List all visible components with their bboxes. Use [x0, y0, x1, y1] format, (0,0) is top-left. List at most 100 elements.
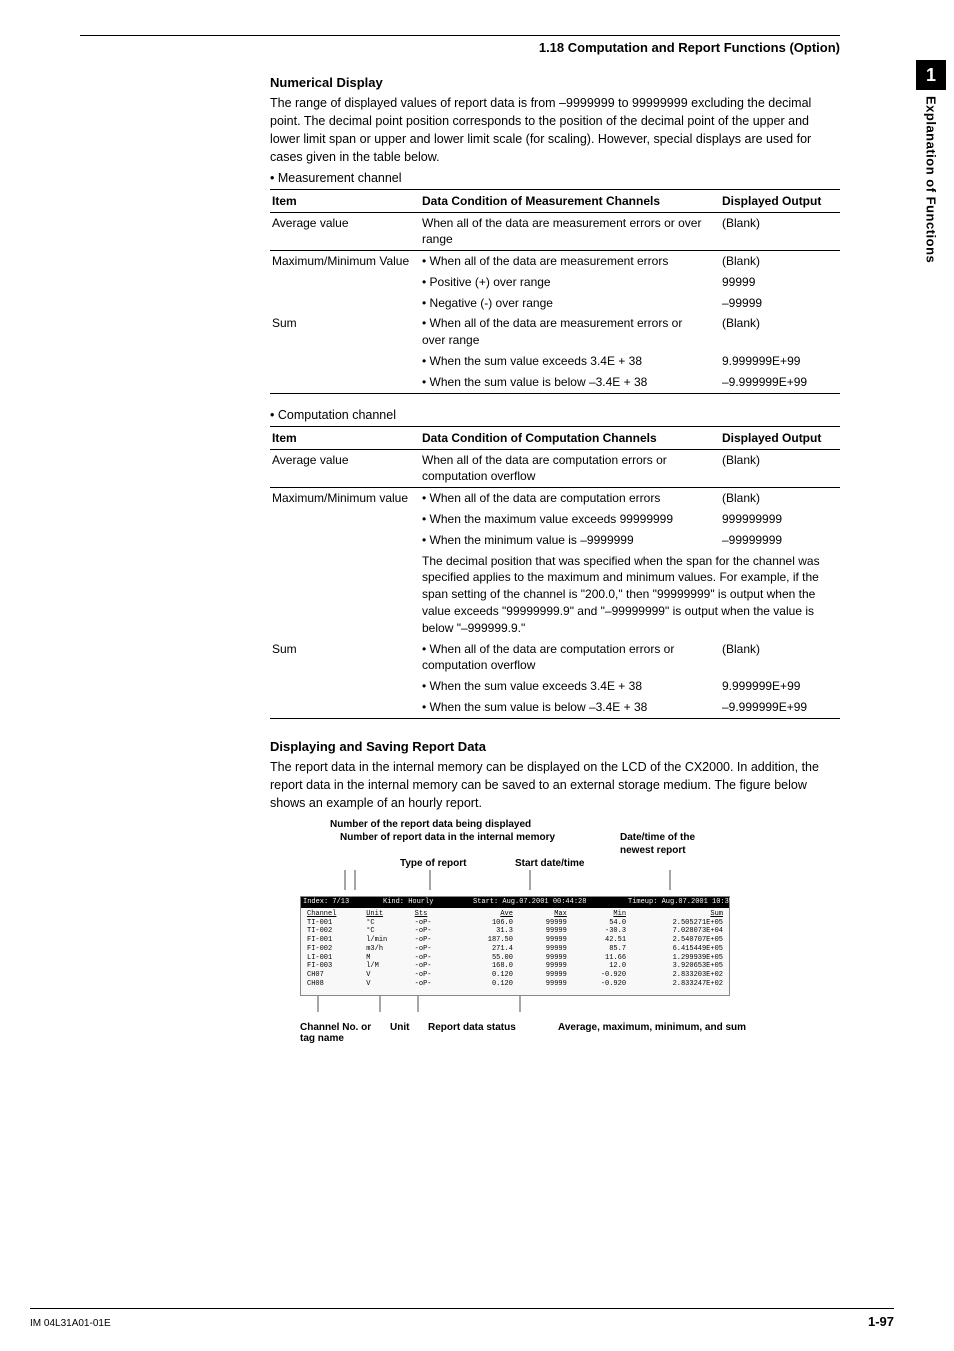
rh-kind: Kind: Hourly — [383, 898, 473, 907]
report-cell: 7.028073E+04 — [628, 927, 725, 936]
report-col-header: Sum — [628, 910, 725, 919]
footer-doc-id: IM 04L31A01-01E — [30, 1318, 111, 1329]
table-cell: When all of the data are computation err… — [420, 449, 720, 488]
report-cell: V — [364, 971, 412, 980]
table-cell — [270, 293, 420, 314]
report-cell: FI-002 — [305, 945, 364, 954]
table-cell: Maximum/Minimum Value — [270, 251, 420, 272]
report-cell: 54.0 — [569, 919, 628, 928]
report-cell: °C — [364, 927, 412, 936]
table-cell: (Blank) — [720, 639, 840, 677]
para-displaying: The report data in the internal memory c… — [270, 758, 840, 812]
table-row: Maximum/Minimum value• When all of the d… — [270, 488, 840, 509]
report-cell: 99999 — [515, 919, 569, 928]
report-cell: 31.3 — [450, 927, 515, 936]
report-cell: CH08 — [305, 980, 364, 989]
report-cell: 1.299939E+05 — [628, 954, 725, 963]
table-cell: –9.999999E+99 — [720, 372, 840, 393]
report-cell: TI-002 — [305, 927, 364, 936]
table-row: • When the sum value exceeds 3.4E + 389.… — [270, 351, 840, 372]
table-cell: • Positive (+) over range — [420, 272, 720, 293]
report-cell: -0.920 — [569, 971, 628, 980]
table-cell: –99999 — [720, 293, 840, 314]
table-row: • Positive (+) over range99999 — [270, 272, 840, 293]
report-cell: LI-001 — [305, 954, 364, 963]
table-cell: 999999999 — [720, 509, 840, 530]
report-cell: V — [364, 980, 412, 989]
table-measurement-channels: Item Data Condition of Measurement Chann… — [270, 189, 840, 394]
report-cell: 2.540707E+05 — [628, 936, 725, 945]
table-header: Displayed Output — [720, 189, 840, 212]
report-cell: 99999 — [515, 980, 569, 989]
para-numerical-display: The range of displayed values of report … — [270, 94, 840, 167]
bullet-measurement-channel: • Measurement channel — [270, 171, 840, 185]
report-row: TI-002°C-oP-31.399999-30.37.028073E+04 — [305, 927, 725, 936]
report-cell: 106.0 — [450, 919, 515, 928]
figure-hourly-report: Number of the report data being displaye… — [270, 818, 840, 1044]
table-cell: (Blank) — [720, 212, 840, 251]
table-cell: Maximum/Minimum value — [270, 488, 420, 509]
report-cell: -oP- — [413, 954, 451, 963]
table-computation-channels: Item Data Condition of Computation Chann… — [270, 426, 840, 719]
report-cell: 99999 — [515, 954, 569, 963]
table-row: • When the sum value exceeds 3.4E + 389.… — [270, 676, 840, 697]
report-cell: -oP- — [413, 971, 451, 980]
table-row: Average valueWhen all of the data are co… — [270, 449, 840, 488]
table-cell: • When the sum value exceeds 3.4E + 38 — [420, 676, 720, 697]
table-cell: 9.999999E+99 — [720, 676, 840, 697]
report-row: LI-001M-oP-55.009999911.661.299939E+05 — [305, 954, 725, 963]
chapter-number-badge: 1 — [916, 60, 946, 90]
report-cell: CH07 — [305, 971, 364, 980]
report-cell: 11.66 — [569, 954, 628, 963]
table-cell: • Negative (-) over range — [420, 293, 720, 314]
report-cell: TI-001 — [305, 919, 364, 928]
table-row: Average valueWhen all of the data are me… — [270, 212, 840, 251]
report-cell: 2.833203E+02 — [628, 971, 725, 980]
table-row: • When the sum value is below –3.4E + 38… — [270, 697, 840, 718]
table-cell: • When the sum value exceeds 3.4E + 38 — [420, 351, 720, 372]
report-col-header: Unit — [364, 910, 412, 919]
report-cell: -oP- — [413, 919, 451, 928]
section-header: 1.18 Computation and Report Functions (O… — [80, 35, 840, 55]
table-header: Displayed Output — [720, 426, 840, 449]
table-cell — [270, 676, 420, 697]
report-cell: -oP- — [413, 962, 451, 971]
footer-page-number: 1-97 — [868, 1314, 894, 1329]
fig-label: Number of the report data being displaye… — [330, 818, 840, 831]
report-cell: FI-003 — [305, 962, 364, 971]
table-cell: • When the sum value is below –3.4E + 38 — [420, 372, 720, 393]
report-row: FI-003l/M-oP-168.09999912.03.920653E+05 — [305, 962, 725, 971]
chapter-title-vertical: Explanation of Functions — [924, 96, 939, 263]
report-cell: 271.4 — [450, 945, 515, 954]
report-cell: 99999 — [515, 936, 569, 945]
report-col-header: Ave — [450, 910, 515, 919]
table-cell: (Blank) — [720, 313, 840, 351]
rh-index: Index: 7/13 — [303, 898, 383, 907]
table-row: • When the maximum value exceeds 9999999… — [270, 509, 840, 530]
table-header: Data Condition of Computation Channels — [420, 426, 720, 449]
table-row: • Negative (-) over range–99999 — [270, 293, 840, 314]
fig-label: Number of report data in the internal me… — [340, 831, 620, 857]
table-cell: (Blank) — [720, 449, 840, 488]
table-header: Item — [270, 189, 420, 212]
table-cell: When all of the data are measurement err… — [420, 212, 720, 251]
report-cell: -oP- — [413, 980, 451, 989]
table-cell — [270, 551, 420, 639]
report-cell: M — [364, 954, 412, 963]
report-col-header: Channel — [305, 910, 364, 919]
table-cell — [270, 351, 420, 372]
table-row: Maximum/Minimum Value• When all of the d… — [270, 251, 840, 272]
heading-displaying-saving: Displaying and Saving Report Data — [270, 739, 840, 754]
report-cell: -oP- — [413, 936, 451, 945]
table-cell: • When all of the data are computation e… — [420, 488, 720, 509]
report-cell: 0.120 — [450, 980, 515, 989]
table-cell: • When the maximum value exceeds 9999999… — [420, 509, 720, 530]
report-cell: l/M — [364, 962, 412, 971]
table-cell: • When all of the data are measurement e… — [420, 251, 720, 272]
fig-bottom-avg: Average, maximum, minimum, and sum — [558, 1022, 746, 1044]
report-cell: 6.415449E+05 — [628, 945, 725, 954]
table-cell: The decimal position that was specified … — [420, 551, 840, 639]
table-cell — [270, 372, 420, 393]
report-screenshot: Index: 7/13 Kind: Hourly Start: Aug.07.2… — [300, 896, 730, 996]
fig-bottom-unit: Unit — [390, 1022, 428, 1044]
